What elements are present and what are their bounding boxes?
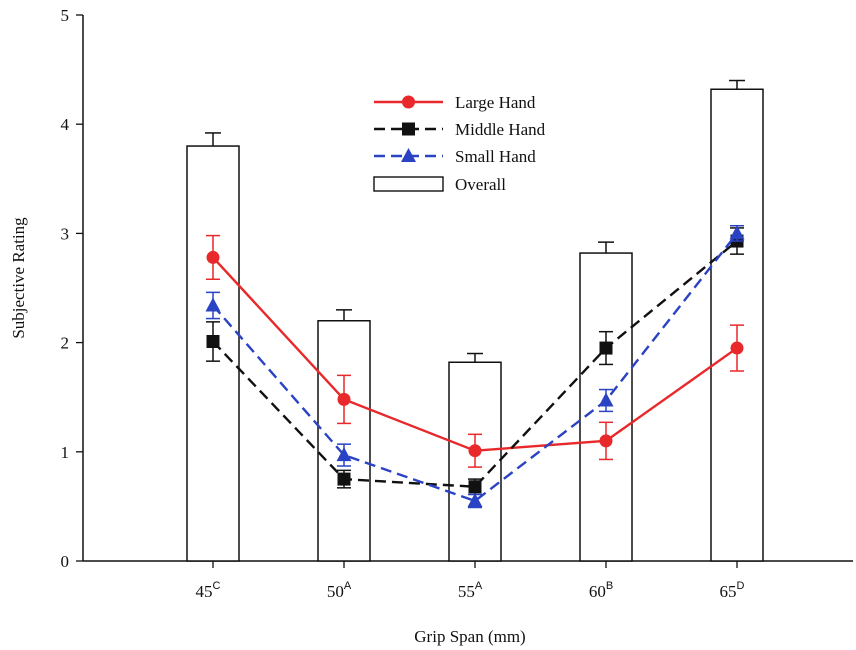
point-large-hand — [337, 392, 351, 406]
legend-label-middle-hand: Middle Hand — [455, 120, 546, 139]
y-tick-label: 5 — [61, 6, 70, 25]
point-small-hand — [336, 447, 352, 462]
point-small-hand — [205, 297, 221, 312]
point-large-hand — [730, 341, 744, 355]
point-small-hand — [729, 225, 745, 240]
point-large-hand — [468, 444, 482, 458]
x-axis-label: Grip Span (mm) — [414, 627, 525, 646]
point-middle-hand — [337, 472, 351, 486]
series-line-middle-hand — [212, 240, 738, 488]
y-tick-label: 0 — [61, 552, 70, 571]
x-tick-label: 50A — [327, 580, 352, 601]
point-middle-hand — [206, 335, 220, 349]
y-tick-label: 4 — [61, 115, 70, 134]
point-middle-hand — [468, 480, 482, 494]
point-middle-hand — [599, 341, 613, 355]
legend-label-small-hand: Small Hand — [455, 147, 536, 166]
legend-marker-middle-hand — [402, 122, 415, 136]
legend-label-overall: Overall — [455, 175, 506, 194]
point-large-hand — [599, 434, 613, 448]
point-large-hand — [206, 250, 220, 264]
y-tick-label: 2 — [61, 334, 70, 353]
y-axis-label: Subjective Rating — [9, 217, 28, 339]
legend-marker-large-hand — [402, 95, 415, 109]
y-tick-label: 1 — [61, 443, 70, 462]
x-tick-label: 45C — [196, 580, 221, 601]
bar-overall — [317, 320, 371, 562]
legend-swatch-overall — [373, 176, 444, 192]
point-small-hand — [598, 392, 614, 407]
x-tick-label: 65D — [720, 580, 745, 601]
y-tick-label: 3 — [61, 224, 70, 243]
legend-label-large-hand: Large Hand — [455, 93, 536, 112]
point-small-hand — [467, 492, 483, 507]
legend-marker-small-hand — [401, 148, 416, 162]
x-tick-label: 55A — [458, 580, 483, 601]
x-tick-label: 60B — [589, 580, 613, 601]
